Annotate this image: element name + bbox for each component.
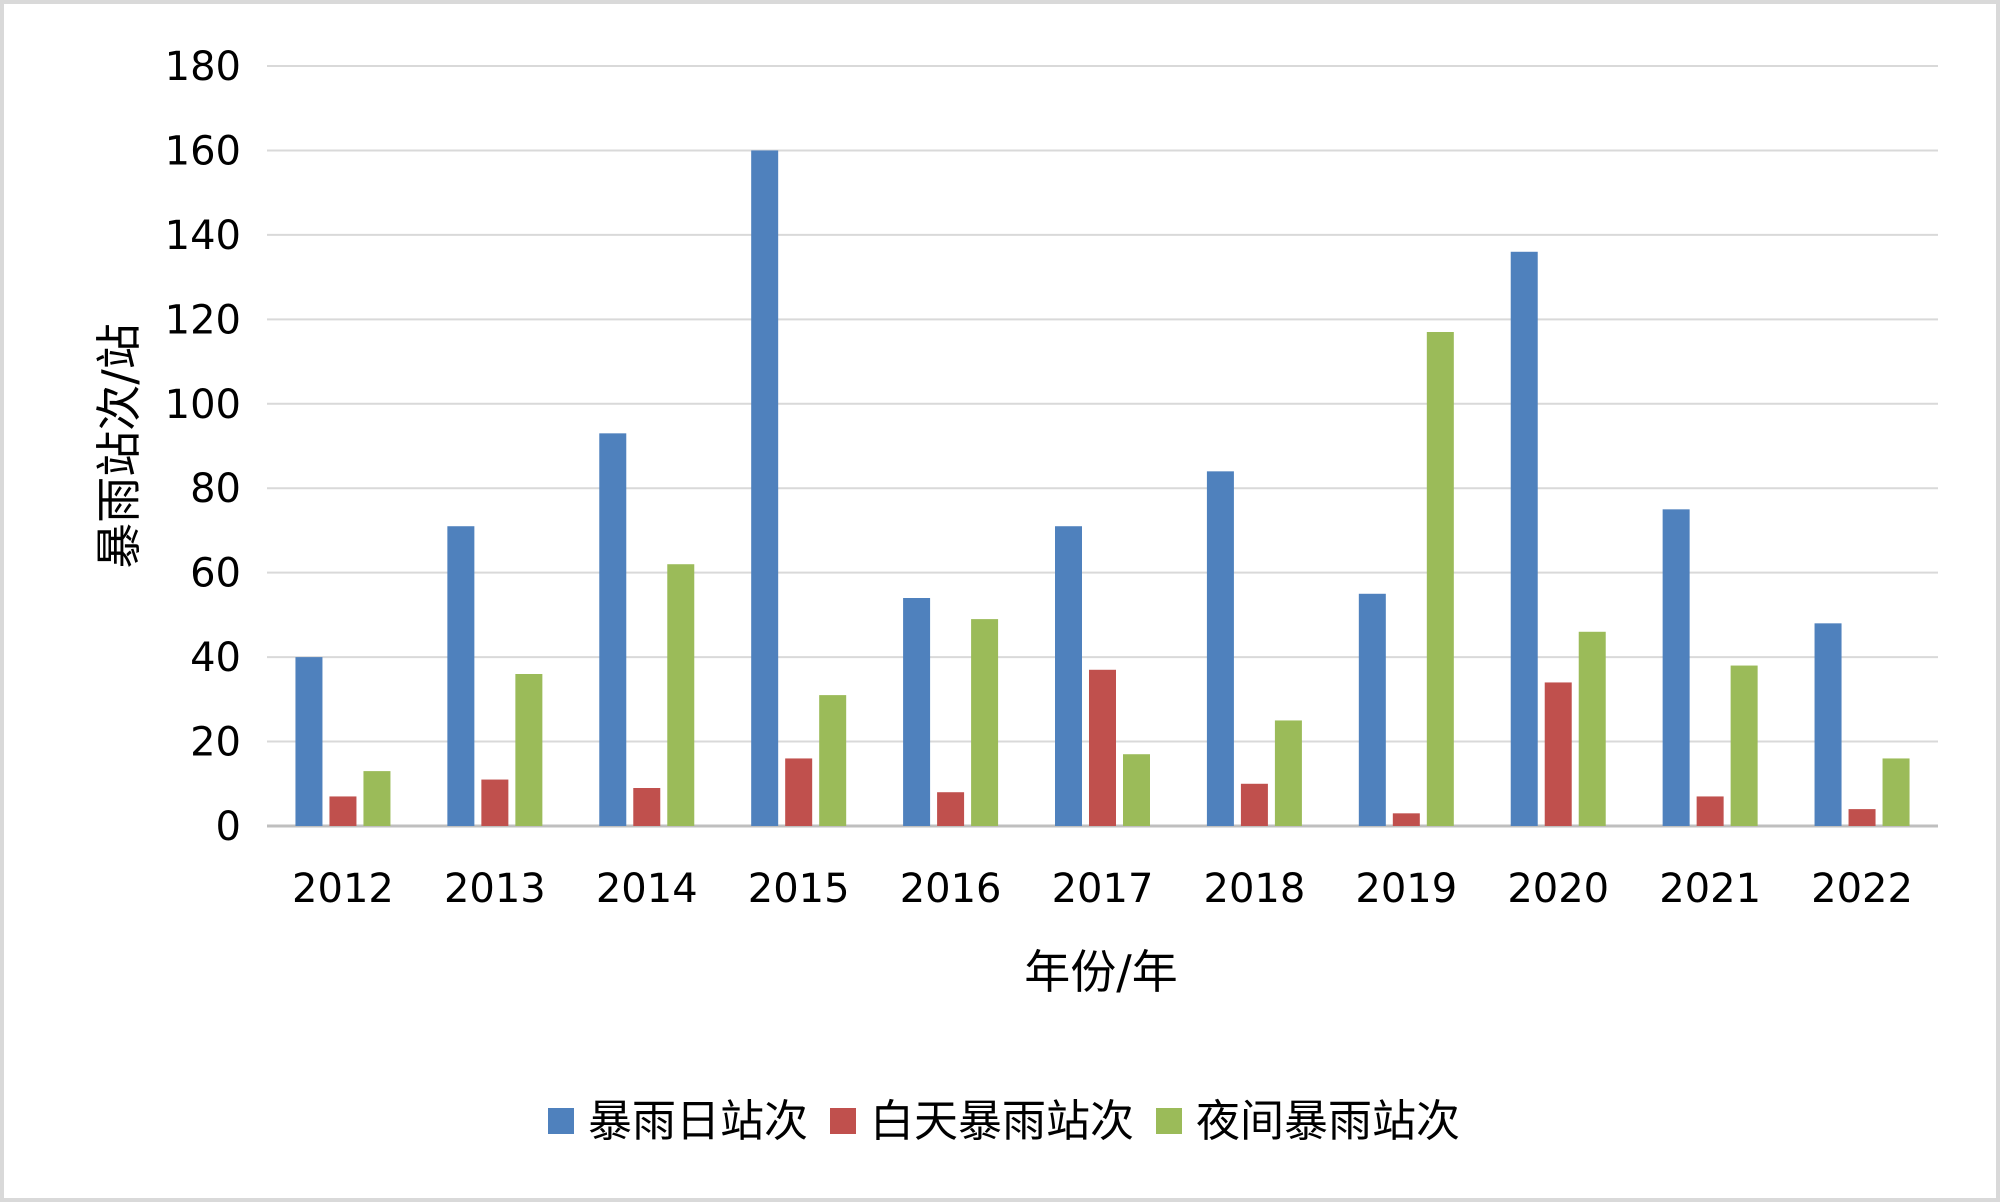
bar-2-2015	[785, 758, 813, 826]
legend-swatch	[548, 1108, 574, 1134]
y-tick-label: 60	[190, 551, 241, 597]
bars	[295, 150, 1910, 826]
bar-1-2022	[1814, 623, 1842, 826]
legend-label: 夜间暴雨站次	[1196, 1096, 1460, 1147]
bar-3-2013	[515, 674, 543, 826]
bar-1-2019	[1358, 593, 1386, 826]
y-tick-labels: 0 20 40 60 80 100 120 140 160 180	[165, 44, 241, 850]
x-tick-label: 2014	[596, 866, 698, 912]
bar-3-2017	[1123, 754, 1150, 826]
legend-swatch	[830, 1108, 856, 1134]
y-tick-label: 100	[165, 382, 241, 428]
y-tick-label: 20	[190, 720, 241, 766]
bar-2-2014	[633, 788, 661, 826]
bar-3-2018	[1274, 720, 1302, 826]
bar-3-2022	[1882, 758, 1910, 826]
bar-1-2020	[1510, 251, 1538, 826]
bar-2-2020	[1544, 682, 1572, 826]
x-tick-label: 2022	[1811, 866, 1913, 912]
x-tick-labels: 2012 2013 2014 2015 2016 2017 2018 2019 2020 2021…	[292, 866, 1913, 912]
bar-1-2021	[1662, 509, 1690, 826]
bar-3-2021	[1730, 665, 1758, 826]
bar-3-2014	[667, 564, 695, 826]
x-tick-label: 2021	[1659, 866, 1761, 912]
legend: 暴雨日站次 白天暴雨站次 夜间暴雨站次	[548, 1096, 1460, 1147]
bar-2-2013	[481, 779, 509, 826]
bar-3-2019	[1426, 332, 1454, 826]
bar-1-2012	[295, 657, 323, 826]
legend-label: 白天暴雨站次	[870, 1096, 1134, 1147]
y-tick-label: 0	[216, 804, 241, 850]
bar-1-2013	[447, 526, 475, 826]
y-tick-label: 160	[165, 128, 241, 174]
bar-2-2017	[1089, 669, 1116, 826]
legend-swatch	[1156, 1108, 1182, 1134]
x-tick-label: 2013	[444, 866, 546, 912]
bar-3-2015	[819, 695, 847, 826]
bar-2-2016	[937, 792, 965, 826]
x-tick-label: 2016	[900, 866, 1002, 912]
bar-2-2012	[329, 796, 357, 826]
y-tick-label: 40	[190, 635, 241, 681]
x-tick-label: 2020	[1507, 866, 1609, 912]
bar-2-2019	[1392, 813, 1420, 826]
bar-2-2022	[1848, 809, 1876, 826]
y-tick-label: 80	[190, 466, 241, 512]
y-tick-label: 140	[165, 213, 241, 259]
x-tick-label: 2019	[1355, 866, 1457, 912]
y-tick-label: 120	[165, 297, 241, 343]
bar-3-2012	[363, 771, 391, 826]
bar-1-2014	[599, 433, 627, 826]
bar-3-2020	[1578, 631, 1606, 826]
bar-2-2018	[1240, 783, 1268, 826]
x-tick-label: 2017	[1052, 866, 1154, 912]
x-axis-title: 年份/年	[1024, 945, 1178, 999]
gridlines	[267, 65, 1938, 828]
bar-1-2017	[1055, 526, 1082, 826]
y-tick-label: 180	[165, 44, 241, 90]
bar-3-2016	[971, 619, 999, 826]
bar-1-2018	[1206, 471, 1234, 826]
bar-1-2015	[751, 150, 779, 826]
x-tick-label: 2015	[748, 866, 850, 912]
y-axis-title: 暴雨站次/站	[92, 323, 146, 569]
bar-2-2021	[1696, 796, 1724, 826]
bar-1-2016	[903, 598, 931, 826]
x-tick-label: 2012	[292, 866, 394, 912]
legend-label: 暴雨日站次	[588, 1096, 808, 1147]
x-tick-label: 2018	[1204, 866, 1306, 912]
